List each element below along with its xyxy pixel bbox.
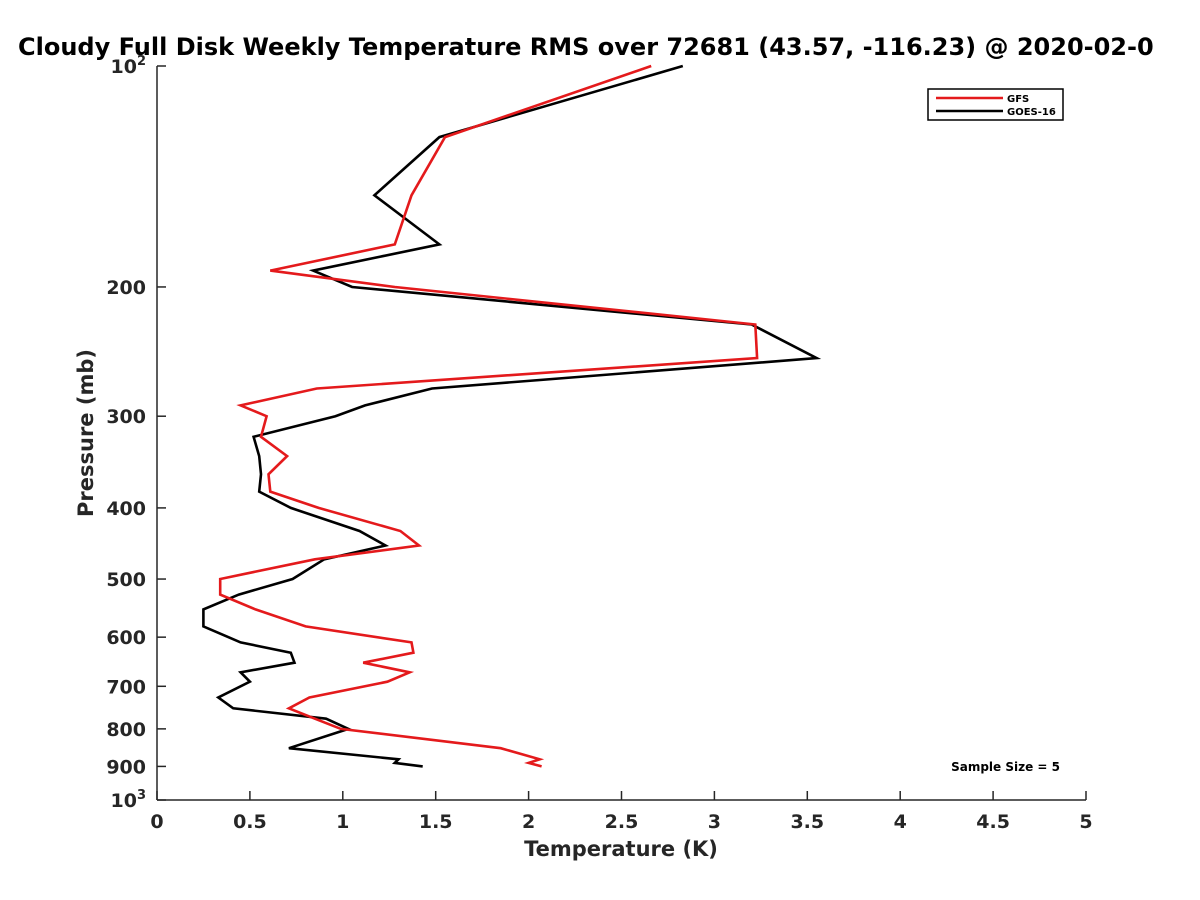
y-tick-label: 700 (106, 676, 146, 698)
series-line-goes-16 (202, 64, 822, 768)
y-tick-label: 300 (106, 406, 146, 428)
sample-size-annotation: Sample Size = 5 (951, 760, 1060, 774)
y-tick-label: 800 (106, 719, 146, 741)
y-tick-label: 200 (106, 277, 146, 299)
y-tick-label: 500 (106, 569, 146, 591)
x-axis-label: Temperature (K) (524, 837, 718, 861)
y-ticks: 102 200 300 400 500 600 700 800 900 103 (106, 54, 166, 812)
x-tick-label: 2.5 (605, 811, 639, 833)
x-tick-label: 1 (336, 811, 349, 833)
y-tick-label: 102 (111, 54, 147, 78)
x-tick-label: 3.5 (790, 811, 824, 833)
y-tick-label: 600 (106, 627, 146, 649)
series-line-gfs (218, 64, 759, 768)
y-axis-label: Pressure (mb) (74, 349, 98, 517)
legend-label: GFS (1007, 94, 1029, 105)
x-ticks: 0 0.5 1 1.5 2 2.5 3 3.5 4 4.5 5 (150, 791, 1093, 833)
x-tick-label: 3 (708, 811, 721, 833)
axes (156, 66, 1086, 801)
y-tick-label: 400 (106, 498, 146, 520)
legend-box (927, 88, 1064, 121)
x-tick-label: 4.5 (976, 811, 1010, 833)
chart-title: Cloudy Full Disk Weekly Temperature RMS … (18, 33, 1154, 61)
x-tick-label: 1.5 (419, 811, 453, 833)
x-tick-label: 5 (1079, 811, 1092, 833)
x-tick-label: 0.5 (233, 811, 267, 833)
x-tick-label: 2 (522, 811, 535, 833)
legend-label: GOES-16 (1007, 107, 1056, 118)
y-tick-label: 103 (111, 788, 147, 812)
series-group (202, 64, 822, 768)
x-tick-label: 0 (150, 811, 163, 833)
x-tick-label: 4 (894, 811, 907, 833)
legend: GFS GOES-16 (927, 88, 1064, 121)
y-tick-label: 900 (106, 756, 146, 778)
